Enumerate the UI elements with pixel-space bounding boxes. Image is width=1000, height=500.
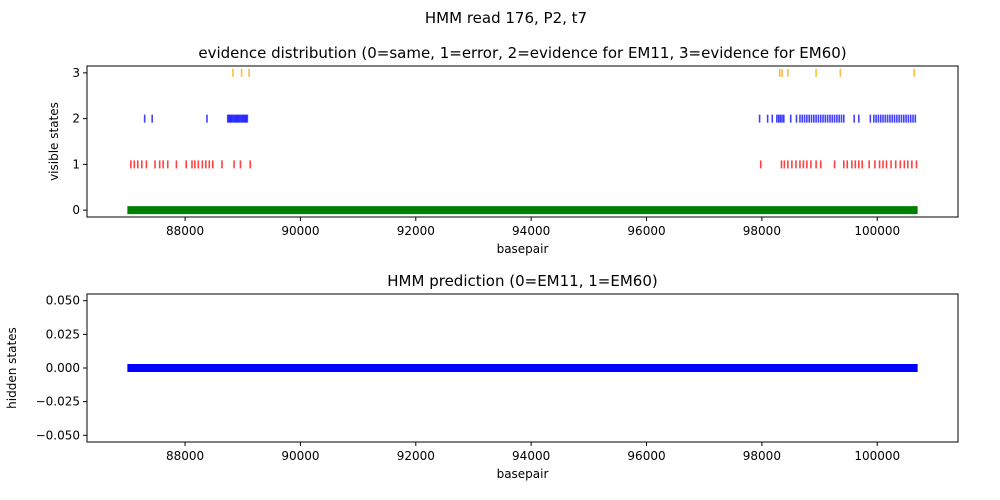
- y-tick-label: 3: [72, 66, 80, 80]
- x-tick-label: 96000: [627, 449, 665, 463]
- y-tick-label: 1: [72, 157, 80, 171]
- series-state-3: [232, 68, 915, 77]
- y-tick-label: −0.025: [36, 395, 80, 409]
- x-axis-label: basepair: [497, 242, 549, 256]
- x-tick-label: 94000: [512, 449, 550, 463]
- y-axis-label: visible states: [47, 102, 61, 181]
- panel-title: evidence distribution (0=same, 1=error, …: [198, 44, 846, 62]
- series-state-1: [130, 160, 918, 169]
- evidence-panel: evidence distribution (0=same, 1=error, …: [47, 44, 959, 256]
- panel-title: HMM prediction (0=EM11, 1=EM60): [387, 272, 657, 290]
- y-tick-label: 0.050: [46, 294, 80, 308]
- x-tick-label: 88000: [166, 224, 204, 238]
- y-tick-label: 0: [72, 203, 80, 217]
- y-tick-label: 0.025: [46, 327, 80, 341]
- x-tick-label: 92000: [397, 224, 435, 238]
- y-tick-label: 2: [72, 112, 80, 126]
- x-tick-label: 100000: [854, 449, 900, 463]
- x-tick-label: 98000: [743, 224, 781, 238]
- x-tick-label: 92000: [397, 449, 435, 463]
- x-tick-label: 90000: [281, 449, 319, 463]
- state-0-band: [127, 206, 918, 215]
- series-state-0: [127, 206, 918, 215]
- axes-frame: [86, 65, 959, 218]
- x-tick-label: 96000: [627, 224, 665, 238]
- series-state-2: [143, 114, 917, 123]
- y-tick-label: 0.000: [46, 361, 80, 375]
- x-tick-label: 94000: [512, 224, 550, 238]
- x-tick-label: 88000: [166, 449, 204, 463]
- prediction-panel: HMM prediction (0=EM11, 1=EM60) 88000 9000…: [5, 272, 959, 481]
- figure-suptitle: HMM read 176, P2, t7: [425, 9, 587, 27]
- y-axis-label: hidden states: [5, 327, 19, 409]
- y-tick-label: −0.050: [36, 428, 80, 442]
- x-tick-label: 90000: [281, 224, 319, 238]
- x-tick-label: 100000: [854, 224, 900, 238]
- x-axis-label: basepair: [497, 467, 549, 481]
- x-tick-label: 98000: [743, 449, 781, 463]
